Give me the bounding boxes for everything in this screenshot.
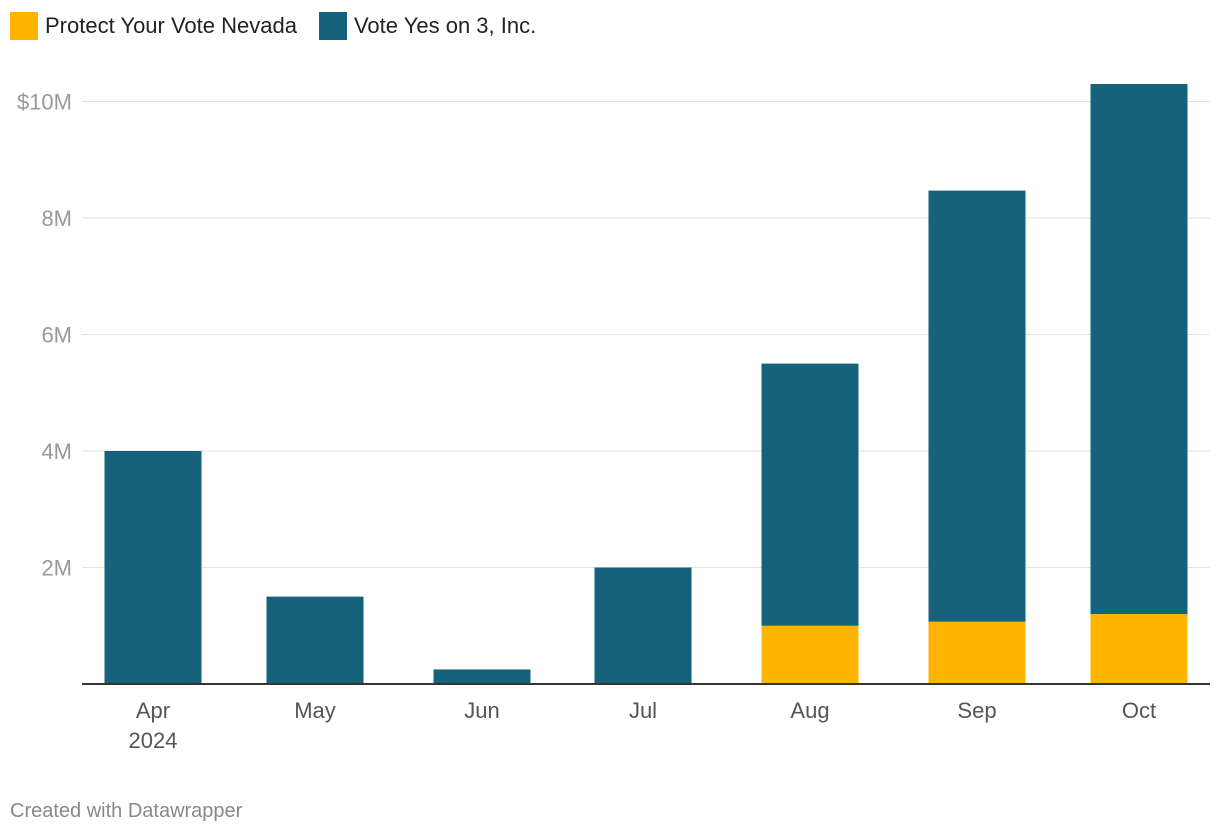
x-tick-label-jun: Jun	[464, 698, 499, 723]
x-tick-label-apr: Apr	[136, 698, 170, 723]
legend-swatch-protect-your-vote-nevada	[10, 12, 38, 40]
legend-label-vote-yes-on-3: Vote Yes on 3, Inc.	[353, 13, 537, 38]
y-tick-label-10: $10M	[17, 89, 72, 114]
bar-may-series-1	[266, 596, 364, 684]
x-tick-label-jul: Jul	[629, 698, 657, 723]
y-tick-label-8: 8M	[41, 206, 72, 231]
legend-swatch-vote-yes-on-3	[318, 12, 347, 40]
bar-aug-series-0	[761, 625, 859, 684]
y-tick-label-2: 2M	[41, 555, 72, 580]
bar-oct-series-0	[1090, 614, 1188, 684]
bar-jun-series-1	[433, 669, 531, 684]
x-tick-sublabel-apr: 2024	[129, 728, 178, 753]
x-tick-label-oct: Oct	[1122, 698, 1156, 723]
legend-item-vote-yes-on-3: Vote Yes on 3, Inc.	[318, 12, 537, 40]
bar-oct-series-1	[1090, 84, 1188, 615]
y-tick-label-6: 6M	[41, 322, 72, 347]
stacked-bar-chart: 2M 4M 6M 8M $10M Apr 2024 May Jun Jul Aug Sep Oct	[17, 84, 1210, 753]
legend-item-protect-your-vote-nevada: Protect Your Vote Nevada	[10, 12, 297, 40]
x-tick-label-may: May	[294, 698, 336, 723]
credit-text: Created with Datawrapper	[10, 800, 243, 822]
x-tick-label-sep: Sep	[957, 698, 996, 723]
bar-sep-series-1	[928, 190, 1026, 622]
bar-apr-series-1	[104, 450, 202, 684]
bar-jul-series-1	[594, 567, 692, 684]
bar-aug-series-1	[761, 363, 859, 626]
legend: Protect Your Vote Nevada Vote Yes on 3, …	[10, 12, 536, 40]
x-tick-label-aug: Aug	[790, 698, 829, 723]
y-tick-label-4: 4M	[41, 439, 72, 464]
legend-label-protect-your-vote-nevada: Protect Your Vote Nevada	[45, 13, 297, 38]
bar-sep-series-0	[928, 621, 1026, 684]
